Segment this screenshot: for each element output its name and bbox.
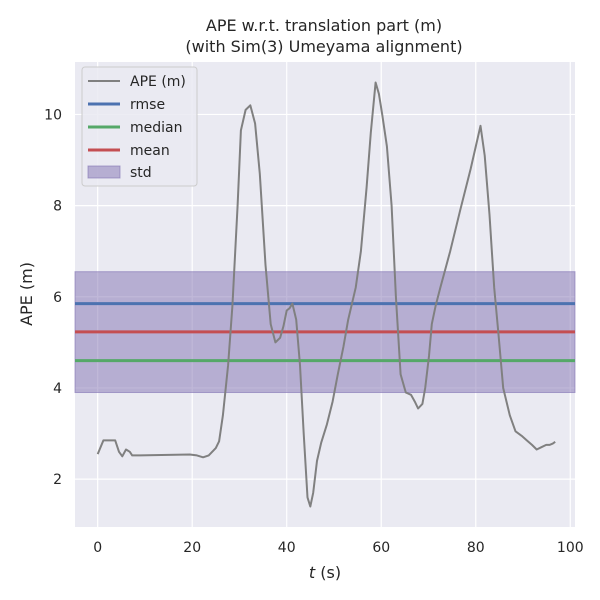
y-tick-label: 4 [53,381,62,397]
x-tick-label: 100 [557,540,584,556]
x-tick-label: 40 [278,540,296,556]
x-tick-labels: 0 20 40 60 80 100 [93,540,583,556]
y-tick-label: 8 [53,199,62,215]
chart-subtitle: (with Sim(3) Umeyama alignment) [185,37,462,56]
y-tick-label: 2 [53,472,62,488]
stat-lines [75,302,575,363]
legend: APE (m) rmse median mean std [81,66,198,187]
legend-label-median: median [130,120,182,136]
ape-series-layer [96,81,556,508]
x-axis-label: t (s) [309,563,341,582]
legend-label-rmse: rmse [130,97,165,113]
y-tick-label: 6 [53,290,62,306]
x-tick-label: 0 [93,540,102,556]
y-axis-label: APE (m) [17,262,36,326]
y-tick-labels: 2 4 6 8 10 [44,107,62,488]
x-tick-label: 60 [372,540,390,556]
legend-label-std: std [130,165,152,181]
legend-swatch-std [87,165,121,179]
x-tick-label: 20 [183,540,201,556]
y-tick-label: 10 [44,107,62,123]
legend-label-mean: mean [130,143,170,159]
ape-line [96,81,556,508]
chart-title: APE w.r.t. translation part (m) [206,16,442,35]
x-tick-label: 80 [467,540,485,556]
legend-label-ape: APE (m) [130,74,186,90]
legend-box [81,66,198,187]
